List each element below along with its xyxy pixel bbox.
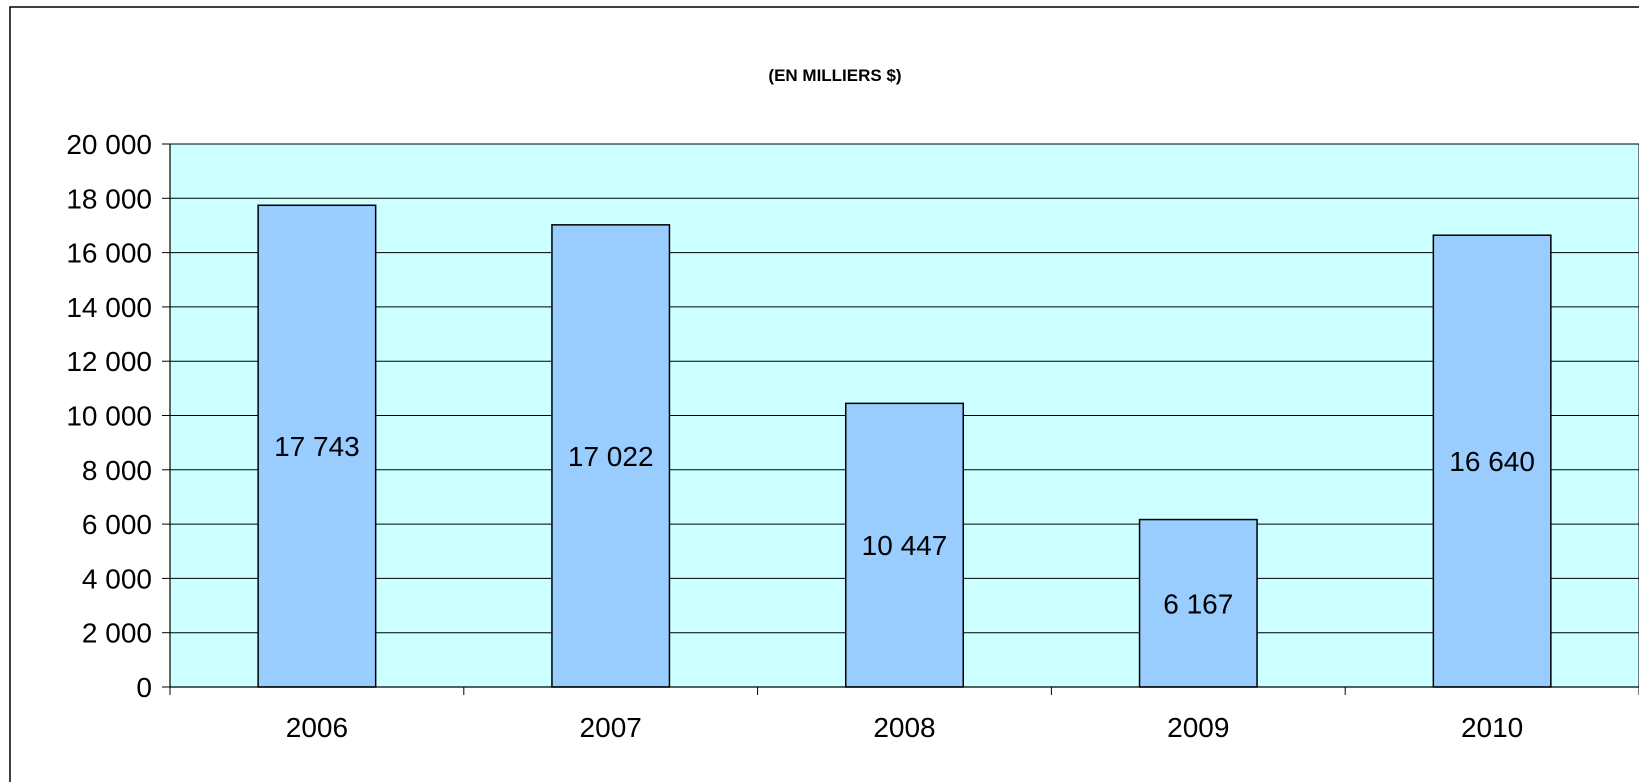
x-tick-label-2007: 2007: [580, 712, 642, 743]
chart-title: (EN MILLIERS $): [768, 66, 901, 85]
y-tick-label: 4 000: [82, 563, 152, 594]
bar-2010: [1432, 234, 1552, 688]
y-tick-label: 12 000: [66, 346, 152, 377]
y-tick-label: 14 000: [66, 292, 152, 323]
x-tick-label-2010: 2010: [1461, 712, 1523, 743]
labels: 0 2 000 4 000 6 000 8 000 10 000 12 000 14 000 1…: [66, 129, 1535, 743]
axes: [162, 143, 1639, 695]
data-label-2008: 10 447: [862, 530, 948, 561]
data-label-2006: 17 743: [274, 431, 360, 462]
y-tick-label: 6 000: [82, 509, 152, 540]
y-tick-label: 18 000: [66, 183, 152, 214]
x-tick-label-2008: 2008: [873, 712, 935, 743]
y-tick-label: 10 000: [66, 401, 152, 432]
data-label-2007: 17 022: [568, 441, 654, 472]
bars: [257, 204, 1552, 688]
y-tick-label: 2 000: [82, 618, 152, 649]
y-tick-label: 20 000: [66, 129, 152, 160]
x-tick-label-2009: 2009: [1167, 712, 1229, 743]
data-label-2009: 6 167: [1163, 588, 1233, 619]
y-tick-label: 16 000: [66, 238, 152, 269]
data-label-2010: 16 640: [1449, 446, 1535, 477]
y-tick-label: 8 000: [82, 455, 152, 486]
bar-2009: [1138, 518, 1258, 688]
y-tick-label: 0: [136, 672, 152, 703]
x-tick-label-2006: 2006: [286, 712, 348, 743]
